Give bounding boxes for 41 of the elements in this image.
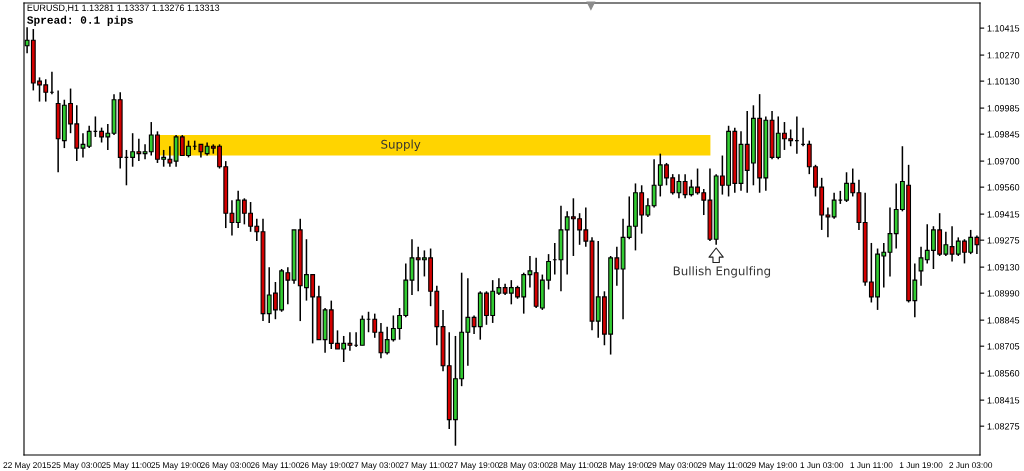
x-tick-label: 27 May 11:00: [399, 462, 450, 470]
x-tick-label: 28 May 19:00: [598, 462, 648, 470]
text: Spread: 0.1 pips: [27, 15, 133, 27]
annotation: Bullish Engulfing: [673, 266, 771, 278]
x-tick-label: 2 Jun 03:00: [949, 462, 993, 469]
x-tick-label: 25 May 03:00: [51, 462, 102, 470]
y-tick-label: 1.10270: [987, 52, 1020, 59]
x-tick-label: 26 May 19:00: [300, 462, 350, 470]
band-label: Supply: [381, 139, 421, 152]
x-tick-label: 26 May 11:00: [250, 462, 301, 470]
y-tick-label: 1.08275: [987, 423, 1020, 430]
x-tick-label: 1 Jun 03:00: [800, 462, 844, 469]
y-tick-label: 1.09415: [987, 211, 1020, 218]
x-tick-label: 26 May 03:00: [200, 462, 251, 470]
x-tick-label: 27 May 19:00: [449, 462, 499, 470]
x-tick-label: 27 May 03:00: [349, 462, 400, 470]
x-tick-label: 29 May 11:00: [697, 462, 747, 470]
y-tick-label: 1.10130: [987, 78, 1020, 85]
x-tick-label: 25 May 19:00: [151, 462, 202, 470]
x-tick-label: 22 May 2015: [3, 462, 51, 470]
y-tick-label: 1.09130: [987, 264, 1020, 271]
y-tick-label: 1.08560: [987, 370, 1020, 377]
x-tick-label: 25 May 11:00: [101, 462, 152, 470]
x-tick-label: 28 May 03:00: [498, 462, 549, 470]
y-tick-label: 1.09275: [987, 237, 1020, 244]
x-tick-label: 1 Jun 19:00: [899, 462, 943, 469]
y-tick-label: 1.08990: [987, 290, 1020, 297]
y-tick-label: 1.08705: [987, 343, 1020, 350]
x-tick-label: 1 Jun 11:00: [850, 462, 893, 469]
y-tick-label: 1.08415: [987, 397, 1020, 404]
candlestick: [86, 125, 92, 149]
chart-title: EURUSD,H1 1.13281 1.13337 1.13276 1.13313: [27, 4, 220, 13]
y-tick-label: 1.09560: [987, 184, 1020, 191]
y-tick-label: 1.08845: [987, 317, 1020, 324]
y-tick-label: 1.09700: [987, 158, 1020, 165]
x-tick-label: 29 May 19:00: [747, 462, 797, 470]
y-tick-label: 1.09845: [987, 131, 1020, 138]
x-tick-label: 29 May 03:00: [647, 462, 698, 470]
y-tick-label: 1.10415: [987, 25, 1020, 32]
y-tick-label: 1.09985: [987, 105, 1020, 112]
x-tick-label: 28 May 11:00: [548, 462, 599, 470]
